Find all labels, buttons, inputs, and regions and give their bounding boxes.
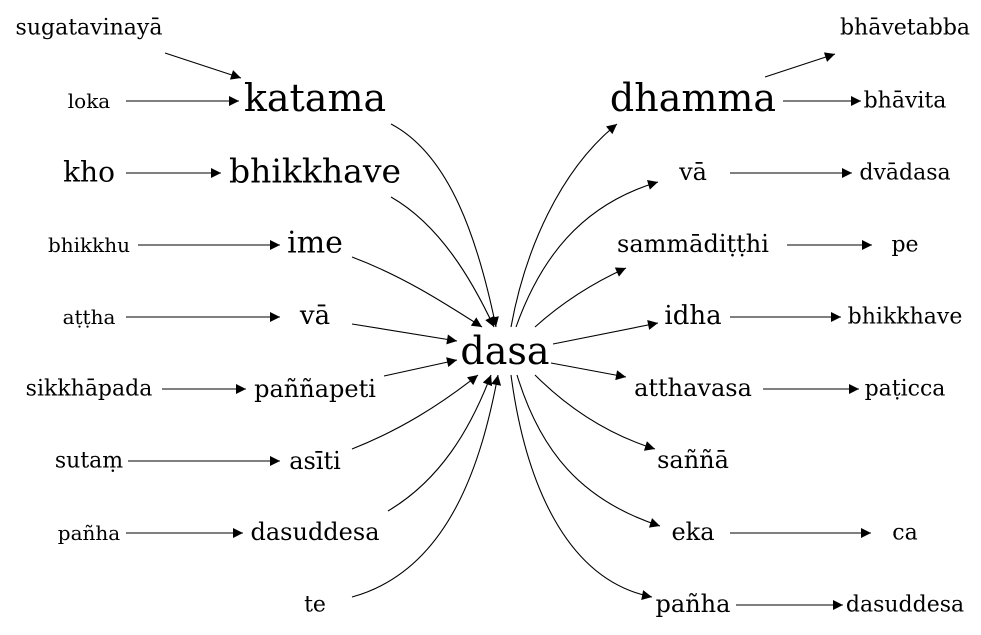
- node-katama: katama: [244, 76, 386, 120]
- node-dasa: dasa: [460, 329, 549, 373]
- node-idha: idha: [664, 301, 721, 331]
- node-panha-right: pañha: [656, 590, 731, 618]
- node-asiti: asīti: [289, 447, 341, 475]
- node-sutam: sutaṃ: [55, 449, 123, 474]
- node-bhikkhave-left: bhikkhave: [229, 152, 401, 191]
- node-pe: pe: [891, 233, 918, 258]
- node-attha: aṭṭha: [63, 305, 116, 329]
- edge-dasa-va: [515, 180, 659, 328]
- edge-dasa-idha: [552, 320, 659, 345]
- edge-ime-dasa: [351, 256, 483, 328]
- node-dvadasa: dvādasa: [859, 161, 950, 186]
- node-va-right: vā: [678, 158, 707, 186]
- node-sugatavinaya: sugatavinayā: [16, 16, 163, 41]
- edge-dasa-sammaditthi: [534, 267, 627, 328]
- node-dasuddesa-left: dasuddesa: [251, 518, 380, 546]
- node-loka: loka: [68, 89, 111, 113]
- edge-dasa-sanna: [534, 374, 656, 451]
- edge-dasa-dhamma: [510, 123, 618, 328]
- node-bhavita: bhāvita: [864, 89, 947, 114]
- edges: [126, 52, 872, 610]
- node-bhavetabba: bhāvetabba: [840, 16, 970, 41]
- node-sammaditthi: sammādiṭṭhi: [617, 230, 769, 258]
- node-ca: ca: [892, 521, 917, 546]
- edge-asiti-dasa: [351, 374, 479, 450]
- node-pannapeti: paññapeti: [254, 375, 376, 403]
- node-eka: eka: [671, 518, 714, 546]
- edge-dasa-atthavasa: [550, 362, 627, 381]
- edge-katama-dasa: [390, 123, 499, 328]
- node-kho: kho: [63, 156, 115, 189]
- node-bhikkhave-right: bhikkhave: [848, 305, 963, 330]
- edge-dhamma-bhavetabba: [764, 52, 836, 78]
- node-atthavasa: atthavasa: [634, 374, 752, 402]
- node-bhikkhu: bhikkhu: [48, 233, 130, 257]
- node-sanna: saññā: [657, 446, 729, 474]
- edge-pannapeti-dasa: [383, 357, 458, 377]
- node-ime: ime: [287, 226, 343, 261]
- node-dasuddesa-right: dasuddesa: [846, 593, 964, 618]
- edge-va-dasa: [351, 323, 458, 345]
- node-dhamma: dhamma: [610, 76, 776, 120]
- node-paticca: paṭicca: [865, 377, 946, 402]
- node-sikkhapada: sikkhāpada: [26, 377, 153, 402]
- nodes: dasa katama bhikkhave ime vā paññapeti a…: [16, 16, 970, 619]
- edge-bhikkhave-dasa: [390, 196, 495, 328]
- edge-te-dasa: [351, 374, 502, 598]
- edge-dasuddesa-dasa: [387, 374, 493, 512]
- edge-sugatavinaya-katama: [164, 52, 242, 80]
- edge-dasa-eka: [516, 374, 661, 528]
- node-va-left: vā: [299, 301, 330, 331]
- node-te: te: [304, 593, 326, 618]
- edge-dasa-panha: [510, 374, 653, 600]
- node-panha-left: pañha: [58, 521, 120, 545]
